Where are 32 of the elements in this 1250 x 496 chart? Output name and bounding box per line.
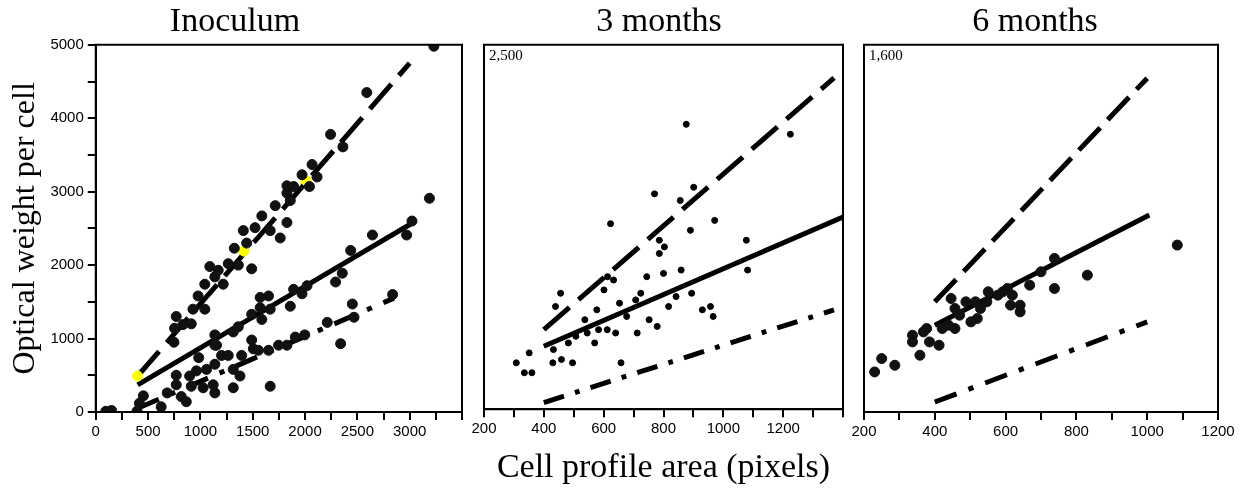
x-tick-label: 1500	[236, 422, 270, 440]
x-tick-label: 1000	[183, 422, 218, 440]
x-tick-label: 600	[591, 419, 617, 437]
x-tick-label: 1000	[706, 419, 741, 437]
x-tick-label: 600	[993, 422, 1019, 440]
x-tick-label: 3000	[392, 422, 427, 440]
y-tick-label: 3000	[50, 181, 84, 199]
y-axis-title: Optical weight per cell	[4, 82, 41, 375]
chart-title: 3 months	[596, 1, 722, 39]
y-tick-label: 0	[75, 402, 84, 420]
y-tick-label: 4000	[50, 108, 84, 126]
x-tick-label: 1200	[1201, 422, 1235, 440]
chart-title: 6 months	[972, 1, 1098, 39]
x-tick-label: 1200	[766, 419, 800, 437]
x-tick-label: 2500	[340, 422, 375, 440]
x-tick-label: 800	[650, 419, 677, 437]
x-tick-label: 0	[91, 422, 100, 440]
x-axis-title: Cell profile area (pixels)	[496, 446, 831, 485]
y-tick-label: 2000	[50, 255, 84, 273]
x-tick-label: 800	[1063, 422, 1089, 440]
x-tick-label: 1000	[1130, 422, 1164, 440]
y-tick-label: 1000	[50, 328, 84, 346]
x-tick-label: 2000	[288, 422, 322, 440]
chart-title: Inoculum	[169, 1, 301, 39]
text: 1,600	[869, 47, 903, 64]
x-tick-label: 400	[922, 422, 948, 440]
y-tick-label: 5000	[50, 34, 84, 52]
x-tick-label: 400	[531, 419, 557, 437]
x-tick-label: 200	[471, 419, 497, 437]
text: 2,500	[489, 47, 523, 64]
x-tick-label: 200	[851, 422, 877, 440]
x-tick-label: 500	[135, 422, 161, 440]
